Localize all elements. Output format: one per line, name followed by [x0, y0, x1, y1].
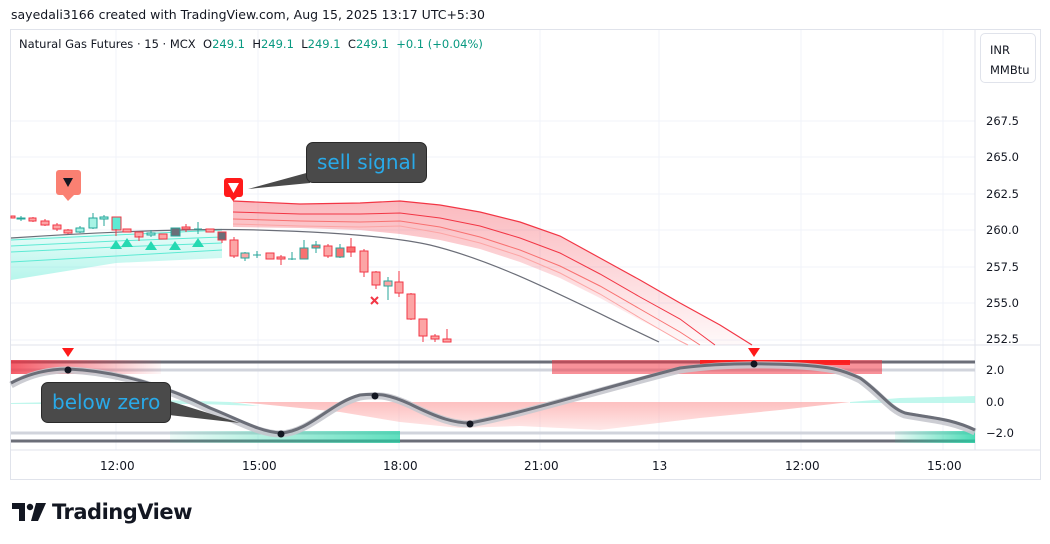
- bull-ribbon: [11, 228, 222, 280]
- symbol-name: Natural Gas Futures · 15 · MCX: [19, 37, 196, 51]
- sell-signal-marker-icon[interactable]: [224, 178, 243, 201]
- sell-signal-callout-pointer: [248, 172, 310, 189]
- price-axis-label: 255.0: [986, 296, 1019, 310]
- time-axis-label: 12:00: [785, 459, 820, 473]
- currency-label: INR: [990, 43, 1010, 57]
- close-value: 249.1: [355, 37, 389, 51]
- low-label: L: [301, 37, 308, 51]
- symbol-legend[interactable]: Natural Gas Futures · 15 · MCX O249.1 H2…: [19, 37, 483, 51]
- price-axis-label: 265.0: [986, 150, 1019, 164]
- time-axis-label: 18:00: [383, 459, 418, 473]
- low-value: 249.1: [307, 37, 341, 51]
- sell-signal-callout[interactable]: sell signal: [306, 142, 428, 183]
- sell-marker-icon[interactable]: [56, 170, 81, 201]
- below-zero-callout-pointer: [160, 398, 240, 423]
- osc-pivot-dots: [64, 360, 758, 438]
- price-pane: [10, 170, 753, 346]
- price-axis-label: 252.5: [986, 332, 1019, 344]
- osc-axis-label: 2.0: [986, 363, 1005, 377]
- price-axis-label: 267.5: [986, 114, 1019, 128]
- chart-frame: [10, 29, 1041, 480]
- currency-unit-button[interactable]: INR MMBtu: [980, 33, 1036, 83]
- osc-axis-label: −2.0: [986, 426, 1014, 440]
- oscillator-pane: [9, 348, 977, 443]
- price-axis-label: 260.0: [986, 223, 1019, 237]
- time-axis-label: 21:00: [524, 459, 559, 473]
- below-zero-callout[interactable]: below zero: [41, 382, 172, 423]
- unit-label: MMBtu: [990, 63, 1030, 77]
- osc-axis-label: 0.0: [986, 395, 1005, 409]
- osc-red-fill: [230, 402, 850, 430]
- high-label: H: [252, 37, 261, 51]
- time-axis-label: 13: [652, 459, 668, 473]
- price-axis-label: 262.5: [986, 187, 1019, 201]
- tradingview-logo[interactable]: TradingView: [12, 500, 192, 524]
- osc-sell-triangle-icon: [62, 348, 74, 357]
- candles: [10, 213, 452, 343]
- time-axis-label: 12:00: [100, 459, 135, 473]
- open-value: 249.1: [212, 37, 246, 51]
- osc-line: [10, 362, 976, 435]
- close-label: C: [347, 37, 356, 51]
- bear-ribbon: [233, 201, 752, 345]
- tradingview-logo-icon: [12, 503, 46, 521]
- osc-teal-fill-right: [850, 396, 975, 403]
- bear-ribbon-lines: [232, 200, 753, 346]
- tradingview-logo-text: TradingView: [52, 500, 192, 524]
- osc-sell-triangle-icon: [748, 348, 760, 357]
- chart-credit: sayedali3166 created with TradingView.co…: [11, 7, 485, 22]
- gray-ma-line: [10, 228, 660, 343]
- open-label: O: [203, 37, 213, 51]
- high-value: 249.1: [260, 37, 294, 51]
- price-axis-label: 257.5: [986, 260, 1019, 274]
- change-value: +0.1 (+0.04%): [396, 37, 483, 51]
- time-axis-label: 15:00: [927, 459, 962, 473]
- buy-triangle-markers: [110, 238, 204, 250]
- cross-marker-icon: [370, 296, 379, 305]
- time-axis-label: 15:00: [242, 459, 277, 473]
